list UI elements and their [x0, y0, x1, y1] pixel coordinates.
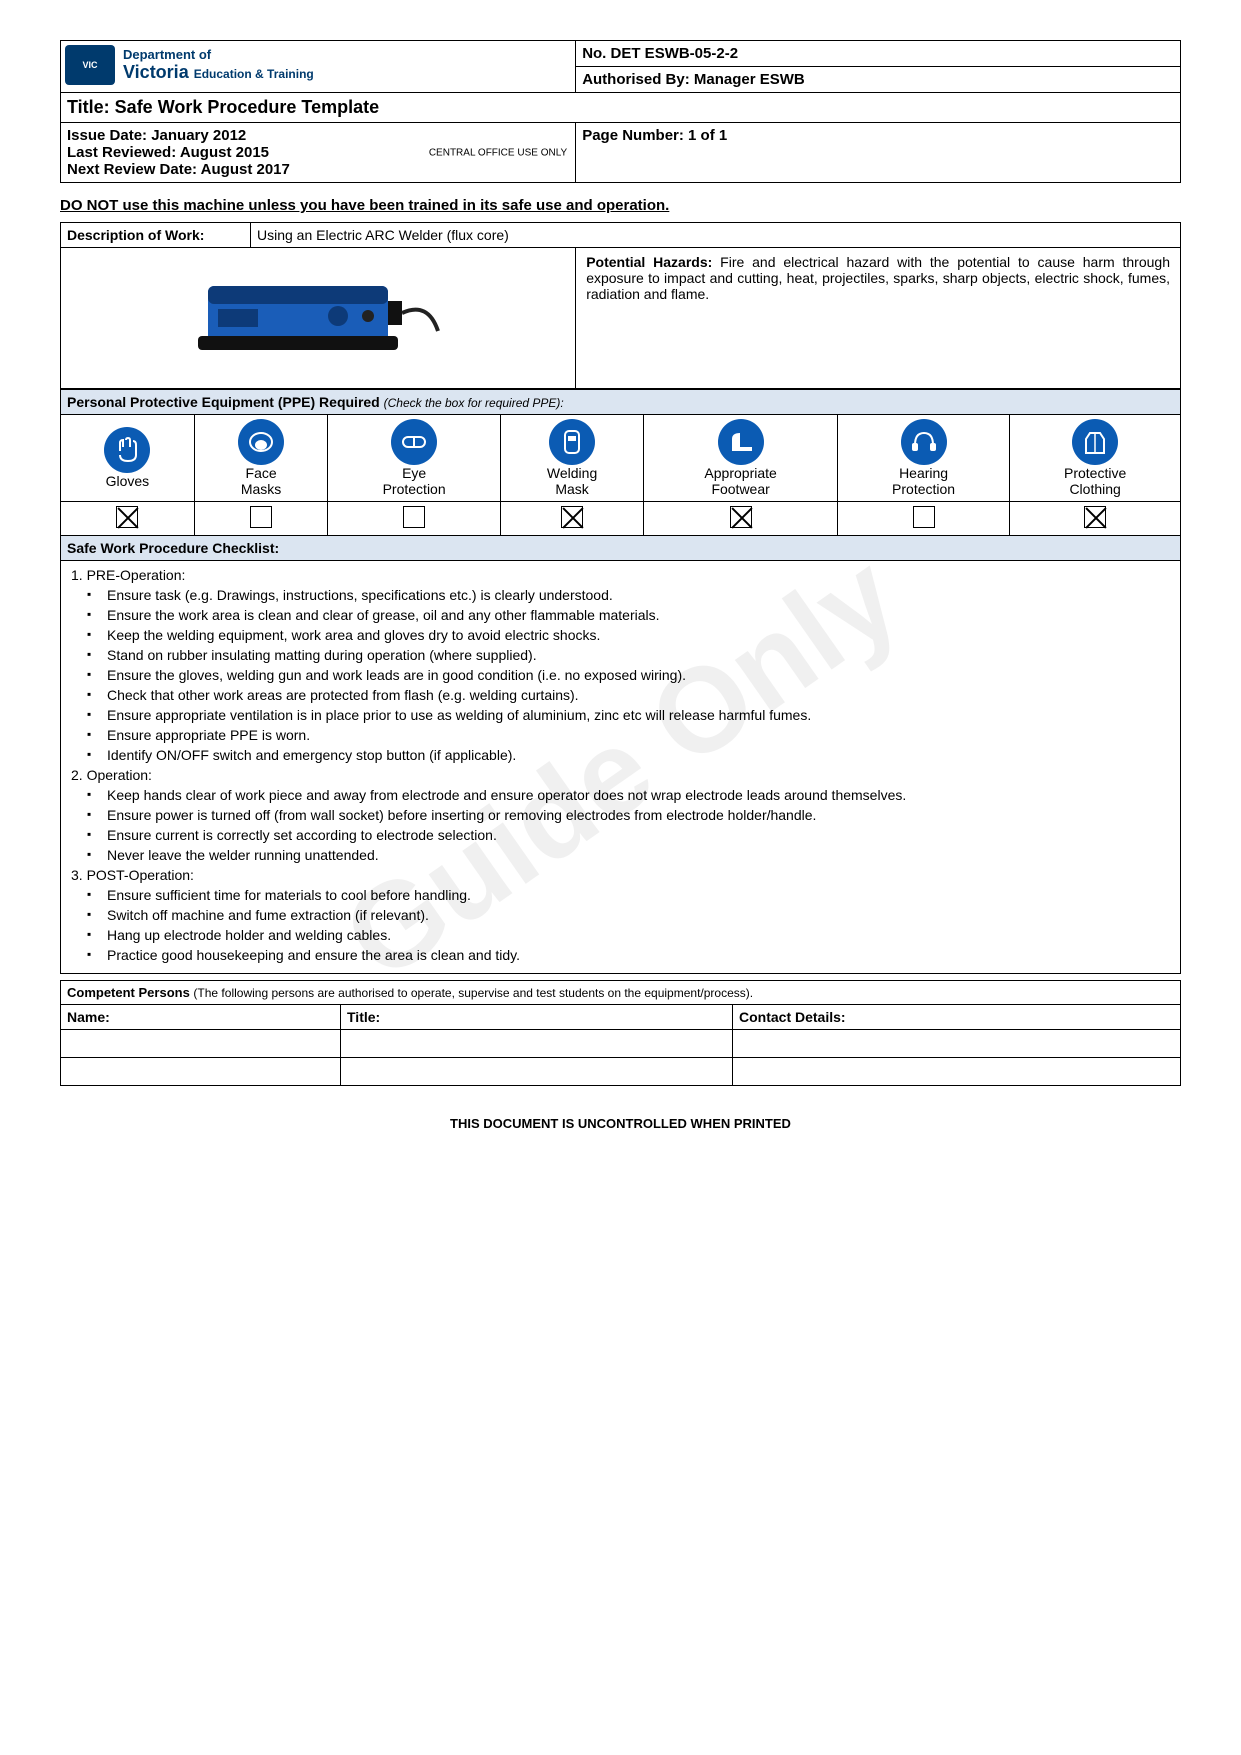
checklist-item: Ensure appropriate PPE is worn. — [107, 725, 1170, 745]
ppe-icon — [238, 419, 284, 465]
ppe-label: ProtectiveClothing — [1016, 465, 1174, 497]
competent-persons-table: Competent Persons (The following persons… — [60, 980, 1181, 1086]
checklist-item: Check that other work areas are protecte… — [107, 685, 1170, 705]
footer-text: THIS DOCUMENT IS UNCONTROLLED WHEN PRINT… — [60, 1116, 1181, 1131]
ppe-icon — [718, 419, 764, 465]
checklist-header: Safe Work Procedure Checklist: — [60, 536, 1181, 561]
ppe-checkbox-cell — [500, 501, 644, 535]
col-title: Title: — [341, 1004, 733, 1029]
description-value: Using an Electric ARC Welder (flux core) — [251, 223, 1181, 248]
ppe-icon — [104, 427, 150, 473]
ppe-item: WeldingMask — [500, 414, 644, 501]
checklist-section-title: 3. POST-Operation: — [71, 867, 1170, 883]
issue-date: Issue Date: January 2012 — [67, 127, 569, 144]
doc-number: No. DET ESWB-05-2-2 — [576, 41, 1181, 67]
ppe-label: HearingProtection — [844, 465, 1003, 497]
checklist-item: Keep hands clear of work piece and away … — [107, 785, 1170, 805]
col-name: Name: — [61, 1004, 341, 1029]
ppe-checkbox[interactable] — [403, 506, 425, 528]
ppe-icon — [901, 419, 947, 465]
empty-cell — [341, 1029, 733, 1057]
doc-title: Title: Safe Work Procedure Template — [61, 93, 1181, 123]
ppe-checkbox-cell — [328, 501, 500, 535]
checklist-item: Switch off machine and fume extraction (… — [107, 905, 1170, 925]
checklist-section-title: 2. Operation: — [71, 767, 1170, 783]
next-review: Next Review Date: August 2017 — [67, 161, 569, 178]
checklist-box: Guide Only 1. PRE-Operation:Ensure task … — [60, 561, 1181, 974]
ppe-table: Personal Protective Equipment (PPE) Requ… — [60, 389, 1181, 536]
ppe-item: EyeProtection — [328, 414, 500, 501]
checklist-section-title: 1. PRE-Operation: — [71, 567, 1170, 583]
dept-text: Department of — [123, 47, 314, 62]
hazards-label: Potential Hazards: — [586, 254, 712, 270]
warning-text: DO NOT use this machine unless you have … — [60, 197, 1181, 214]
ppe-label: FaceMasks — [201, 465, 322, 497]
checklist-item: Ensure sufficient time for materials to … — [107, 885, 1170, 905]
checklist-item: Practice good housekeeping and ensure th… — [107, 945, 1170, 965]
ppe-checkbox-cell — [837, 501, 1009, 535]
empty-cell — [733, 1057, 1181, 1085]
checklist-item: Ensure power is turned off (from wall so… — [107, 805, 1170, 825]
checklist-item: Hang up electrode holder and welding cab… — [107, 925, 1170, 945]
checklist-item: Ensure current is correctly set accordin… — [107, 825, 1170, 845]
checklist-item: Never leave the welder running unattende… — [107, 845, 1170, 865]
ppe-checkbox[interactable] — [561, 506, 583, 528]
checklist-item: Ensure appropriate ventilation is in pla… — [107, 705, 1170, 725]
empty-cell — [61, 1057, 341, 1085]
checklist-item: Identify ON/OFF switch and emergency sto… — [107, 745, 1170, 765]
description-label: Description of Work: — [61, 223, 251, 248]
competent-header-cell: Competent Persons (The following persons… — [61, 980, 1181, 1004]
ppe-item: Gloves — [61, 414, 195, 501]
ppe-checkbox[interactable] — [730, 506, 752, 528]
victoria-text: Victoria — [123, 62, 189, 82]
ppe-checkbox[interactable] — [116, 506, 138, 528]
ppe-icon — [549, 419, 595, 465]
empty-cell — [341, 1057, 733, 1085]
ppe-header: Personal Protective Equipment (PPE) Requ… — [61, 389, 1181, 414]
ppe-checkbox[interactable] — [250, 506, 272, 528]
ppe-header-text: Personal Protective Equipment (PPE) Requ… — [67, 394, 384, 410]
ppe-item: AppropriateFootwear — [644, 414, 838, 501]
checklist-item: Keep the welding equipment, work area an… — [107, 625, 1170, 645]
arc-welder-icon — [188, 261, 448, 371]
ppe-icon — [391, 419, 437, 465]
ppe-label: Gloves — [67, 473, 188, 489]
logo-cell: VIC Department of Victoria Education & T… — [61, 41, 576, 93]
ppe-item: FaceMasks — [194, 414, 328, 501]
header-table: VIC Department of Victoria Education & T… — [60, 40, 1181, 183]
ppe-checkbox-cell — [644, 501, 838, 535]
ppe-item: HearingProtection — [837, 414, 1009, 501]
et-text: Education & Training — [194, 67, 314, 81]
ppe-checkbox-cell — [194, 501, 328, 535]
description-table: Description of Work: Using an Electric A… — [60, 222, 1181, 248]
checklist-item: Ensure task (e.g. Drawings, instructions… — [107, 585, 1170, 605]
victoria-emblem-icon: VIC — [65, 45, 115, 85]
ppe-icon — [1072, 419, 1118, 465]
ppe-checkbox-cell — [61, 501, 195, 535]
central-office-note: CENTRAL OFFICE USE ONLY — [429, 147, 567, 158]
ppe-label: AppropriateFootwear — [650, 465, 831, 497]
page-number: Page Number: 1 of 1 — [576, 123, 1181, 183]
checklist-item: Ensure the gloves, welding gun and work … — [107, 665, 1170, 685]
checklist-item: Stand on rubber insulating matting durin… — [107, 645, 1170, 665]
col-contact: Contact Details: — [733, 1004, 1181, 1029]
authorised-by: Authorised By: Manager ESWB — [576, 67, 1181, 93]
ppe-item: ProtectiveClothing — [1010, 414, 1181, 501]
ppe-label: WeldingMask — [507, 465, 638, 497]
ppe-label: EyeProtection — [334, 465, 493, 497]
hazards-cell: Potential Hazards: Fire and electrical h… — [576, 248, 1181, 388]
equipment-image-cell — [61, 248, 576, 388]
ppe-checkbox-cell — [1010, 501, 1181, 535]
ppe-checkbox[interactable] — [1084, 506, 1106, 528]
competent-header-sub: (The following persons are authorised to… — [193, 986, 753, 1000]
ppe-checkbox[interactable] — [913, 506, 935, 528]
competent-header-text: Competent Persons — [67, 985, 193, 1000]
ppe-header-sub: (Check the box for required PPE): — [384, 396, 564, 410]
checklist-item: Ensure the work area is clean and clear … — [107, 605, 1170, 625]
empty-cell — [733, 1029, 1181, 1057]
empty-cell — [61, 1029, 341, 1057]
